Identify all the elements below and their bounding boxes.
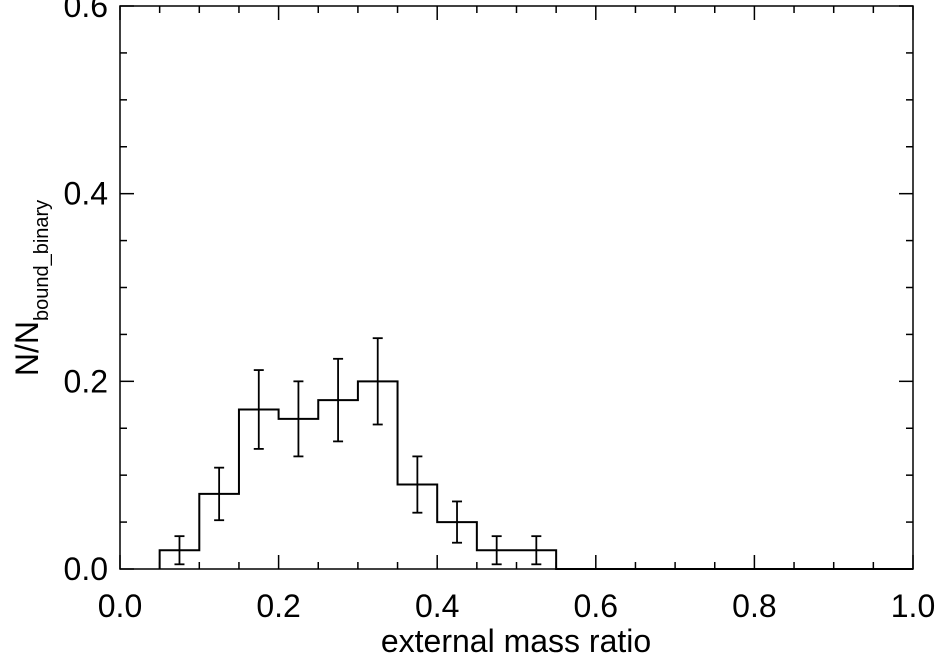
y-axis-label: N/Nbound_binary — [9, 200, 53, 376]
minor-ticks — [120, 6, 913, 569]
error-bar — [372, 337, 383, 426]
x-tick-labels: 0.0 0.2 0.4 0.6 0.8 1.0 — [98, 588, 935, 624]
y-axis-label-subscript: bound_binary — [31, 200, 53, 321]
error-bar — [531, 535, 542, 566]
error-bar — [412, 455, 423, 514]
error-bar — [174, 535, 185, 566]
error-bar — [333, 357, 344, 443]
error-bar — [253, 369, 264, 450]
error-bar — [491, 535, 502, 566]
y-tick-label: 0.6 — [64, 0, 108, 24]
error-bar — [214, 466, 225, 522]
major-ticks — [119, 5, 914, 570]
error-bars — [174, 337, 542, 566]
y-tick-label: 0.2 — [64, 363, 108, 399]
x-tick-label: 0.4 — [415, 588, 459, 624]
y-tick-label: 0.0 — [64, 551, 108, 587]
error-bar — [452, 500, 463, 544]
x-tick-label: 0.0 — [98, 588, 142, 624]
x-tick-label: 0.2 — [256, 588, 300, 624]
y-tick-label: 0.4 — [64, 176, 108, 212]
x-tick-label: 0.6 — [574, 588, 618, 624]
x-tick-label: 0.8 — [732, 588, 776, 624]
error-bar — [293, 380, 304, 458]
y-axis-label-main: N/N — [9, 321, 45, 376]
x-tick-label: 1.0 — [891, 588, 935, 624]
x-axis-label: external mass ratio — [381, 623, 651, 659]
y-tick-labels: 0.0 0.2 0.4 0.6 — [64, 0, 108, 587]
